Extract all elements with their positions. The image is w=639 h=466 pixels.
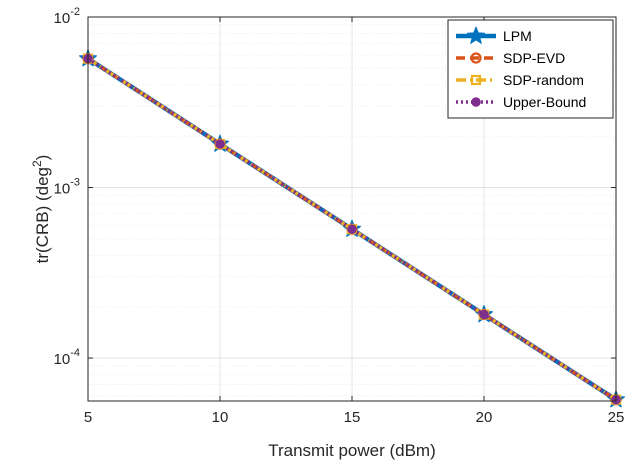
x-tick-label-4: 25 <box>608 409 625 426</box>
y-tick-label-1: 10-3 <box>54 177 80 198</box>
x-tick-label-0: 5 <box>84 409 92 426</box>
y-tick-label-0: 10-2 <box>54 6 80 27</box>
tick-labels: 5 10 15 20 25 10-2 10-3 10-4 <box>54 6 625 426</box>
legend-label-sdp-random: SDP-random <box>503 72 584 88</box>
x-tick-label-1: 10 <box>212 409 229 426</box>
legend-label-lpm: LPM <box>503 28 532 44</box>
legend-item-upper-bound: Upper-Bound <box>456 94 586 110</box>
legend-item-sdp-random: SDP-random <box>456 72 584 88</box>
legend-label-upper-bound: Upper-Bound <box>503 94 586 110</box>
point-upper-bound-1 <box>215 139 225 149</box>
point-upper-bound-2 <box>347 224 357 234</box>
legend: LPM SDP-EVD SDP-random Upper-Bound <box>447 19 614 119</box>
series-upper-bound <box>83 53 621 405</box>
legend-label-sdp-evd: SDP-EVD <box>503 50 565 66</box>
legend-marker-upper-bound <box>471 97 481 107</box>
y-axis-label: tr(CRB) (deg2) <box>30 155 52 264</box>
y-tick-label-2: 10-4 <box>54 347 80 368</box>
legend-marker-sdp-evd <box>470 52 482 64</box>
legend-marker-lpm <box>466 26 486 44</box>
x-tick-label-2: 15 <box>344 409 361 426</box>
x-axis-label: Transmit power (dBm) <box>268 441 436 460</box>
legend-item-sdp-evd: SDP-EVD <box>456 50 565 66</box>
legend-item-lpm: LPM <box>456 26 532 44</box>
grid-lines <box>87 17 617 401</box>
legend-marker-sdp-random <box>470 74 482 86</box>
x-tick-label-3: 20 <box>476 409 493 426</box>
point-upper-bound-3 <box>479 309 489 320</box>
